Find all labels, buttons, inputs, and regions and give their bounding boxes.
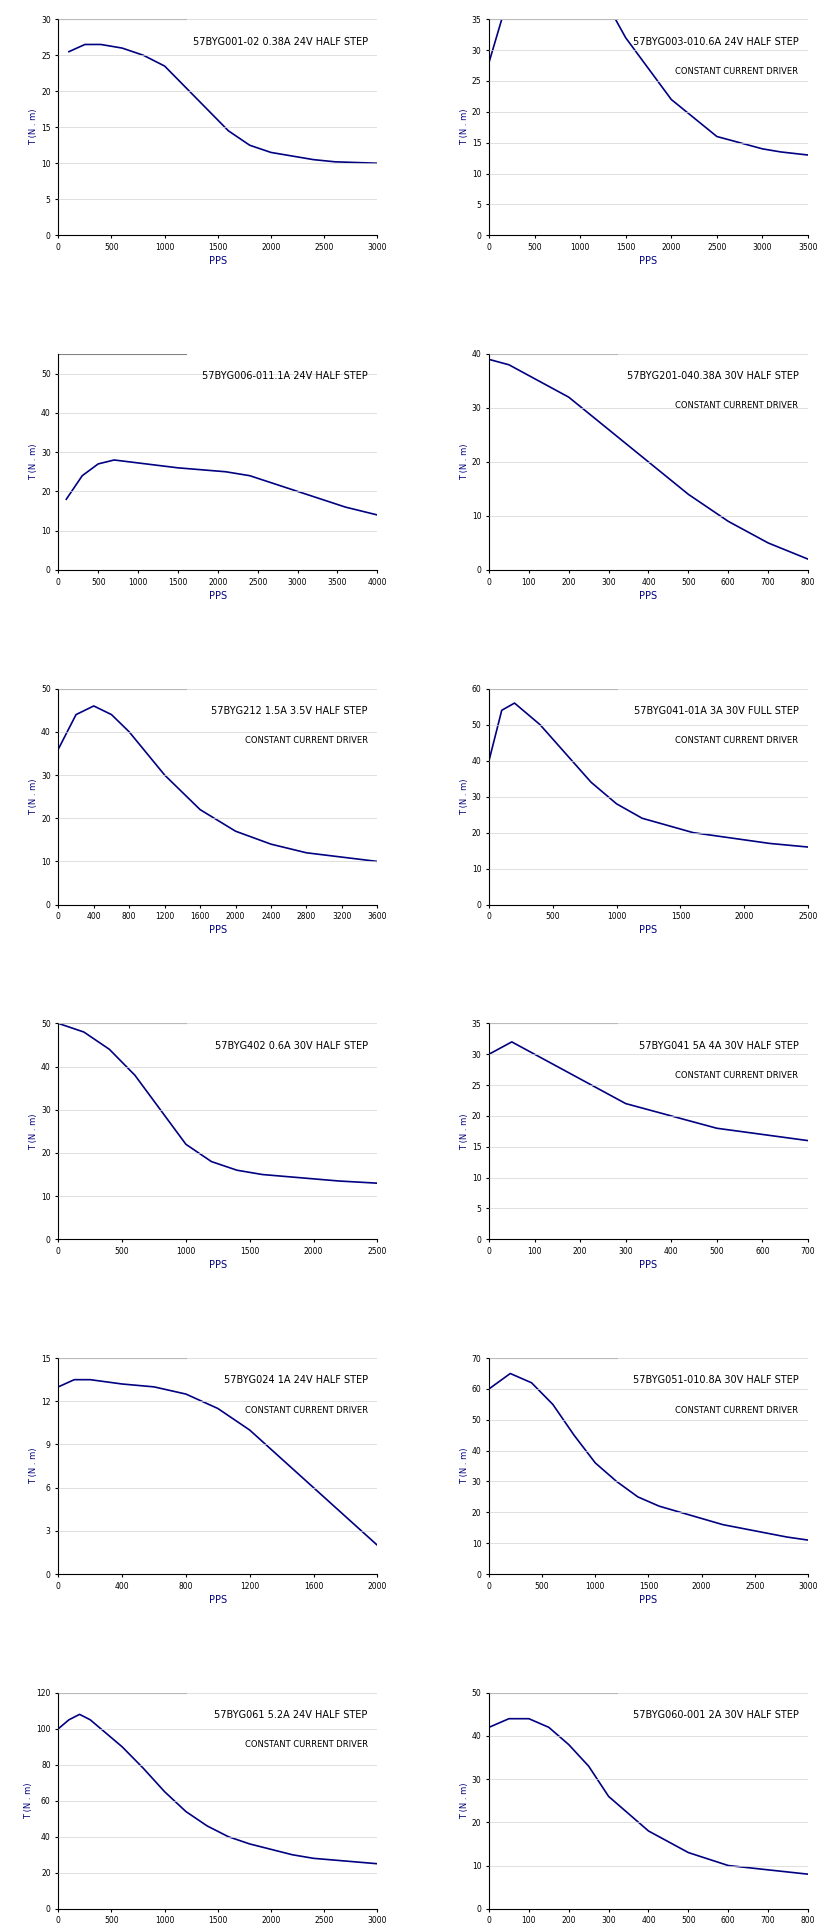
Y-axis label: T (N . m): T (N . m) bbox=[460, 110, 469, 145]
Text: CONSTANT CURRENT DRIVER: CONSTANT CURRENT DRIVER bbox=[245, 1741, 367, 1749]
Text: 57BYG001-02 0.38A 24V HALF STEP: 57BYG001-02 0.38A 24V HALF STEP bbox=[192, 37, 367, 46]
Y-axis label: T (N . m): T (N . m) bbox=[460, 1448, 469, 1485]
Y-axis label: T (N . m): T (N . m) bbox=[29, 1112, 38, 1149]
Text: 57BYG201-040.38A 30V HALF STEP: 57BYG201-040.38A 30V HALF STEP bbox=[626, 372, 799, 382]
X-axis label: PPS: PPS bbox=[209, 256, 227, 266]
Text: 57BYG061 5.2A 24V HALF STEP: 57BYG061 5.2A 24V HALF STEP bbox=[214, 1710, 367, 1720]
Text: CONSTANT CURRENT DRIVER: CONSTANT CURRENT DRIVER bbox=[245, 1406, 367, 1415]
Text: 57BYG006-011.1A 24V HALF STEP: 57BYG006-011.1A 24V HALF STEP bbox=[202, 372, 367, 382]
X-axis label: PPS: PPS bbox=[209, 1594, 227, 1604]
Text: 57BYG212 1.5A 3.5V HALF STEP: 57BYG212 1.5A 3.5V HALF STEP bbox=[212, 706, 367, 715]
Text: 57BYG402 0.6A 30V HALF STEP: 57BYG402 0.6A 30V HALF STEP bbox=[215, 1041, 367, 1051]
X-axis label: PPS: PPS bbox=[209, 925, 227, 935]
X-axis label: PPS: PPS bbox=[209, 1261, 227, 1271]
X-axis label: PPS: PPS bbox=[640, 1261, 657, 1271]
Y-axis label: T (N . m): T (N . m) bbox=[460, 779, 469, 816]
Y-axis label: T (N . m): T (N . m) bbox=[460, 1783, 469, 1818]
Text: 57BYG041-01A 3A 30V FULL STEP: 57BYG041-01A 3A 30V FULL STEP bbox=[634, 706, 799, 715]
Text: CONSTANT CURRENT DRIVER: CONSTANT CURRENT DRIVER bbox=[676, 736, 799, 746]
X-axis label: PPS: PPS bbox=[640, 590, 657, 602]
Text: 57BYG041 5A 4A 30V HALF STEP: 57BYG041 5A 4A 30V HALF STEP bbox=[639, 1041, 799, 1051]
Y-axis label: T (N . m): T (N . m) bbox=[29, 110, 38, 145]
Y-axis label: T (N . m): T (N . m) bbox=[460, 443, 469, 480]
Text: CONSTANT CURRENT DRIVER: CONSTANT CURRENT DRIVER bbox=[676, 1070, 799, 1080]
X-axis label: PPS: PPS bbox=[640, 925, 657, 935]
Y-axis label: T (N . m): T (N . m) bbox=[460, 1112, 469, 1149]
Text: CONSTANT CURRENT DRIVER: CONSTANT CURRENT DRIVER bbox=[676, 1406, 799, 1415]
Y-axis label: T (N . m): T (N . m) bbox=[24, 1783, 33, 1818]
X-axis label: PPS: PPS bbox=[640, 256, 657, 266]
X-axis label: PPS: PPS bbox=[209, 590, 227, 602]
Y-axis label: T (N . m): T (N . m) bbox=[29, 443, 38, 480]
X-axis label: PPS: PPS bbox=[640, 1594, 657, 1604]
Text: 57BYG060-001 2A 30V HALF STEP: 57BYG060-001 2A 30V HALF STEP bbox=[632, 1710, 799, 1720]
Text: CONSTANT CURRENT DRIVER: CONSTANT CURRENT DRIVER bbox=[676, 67, 799, 75]
Text: 57BYG051-010.8A 30V HALF STEP: 57BYG051-010.8A 30V HALF STEP bbox=[633, 1375, 799, 1386]
Text: CONSTANT CURRENT DRIVER: CONSTANT CURRENT DRIVER bbox=[245, 736, 367, 746]
Text: CONSTANT CURRENT DRIVER: CONSTANT CURRENT DRIVER bbox=[676, 401, 799, 411]
Text: 57BYG003-010.6A 24V HALF STEP: 57BYG003-010.6A 24V HALF STEP bbox=[633, 37, 799, 46]
Text: 57BYG024 1A 24V HALF STEP: 57BYG024 1A 24V HALF STEP bbox=[223, 1375, 367, 1386]
Y-axis label: T (N . m): T (N . m) bbox=[29, 1448, 38, 1485]
Y-axis label: T (N . m): T (N . m) bbox=[29, 779, 38, 816]
